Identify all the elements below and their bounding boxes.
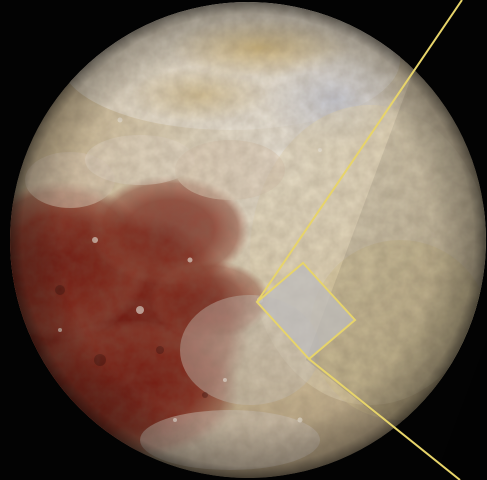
zoom-wedge-shade [306,0,487,480]
zoom-line-upper [256,0,463,303]
zoom-line-lower [308,358,461,480]
